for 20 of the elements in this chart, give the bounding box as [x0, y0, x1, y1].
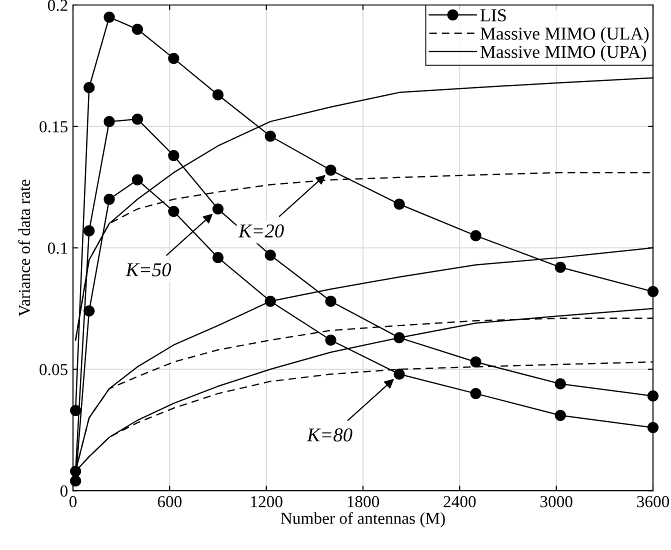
x-tick-label: 3600: [637, 496, 670, 508]
x-tick-label: 0: [69, 496, 77, 508]
annotation: K=20: [238, 224, 284, 238]
y-tick-label: 0.15: [40, 121, 68, 132]
y-tick-label: 0: [60, 485, 68, 497]
x-axis-title: Number of antennas (M): [280, 512, 445, 528]
annotation: K=50: [126, 263, 172, 276]
x-tick-label: 600: [158, 496, 182, 508]
x-tick-label: 3000: [540, 496, 572, 508]
y-axis-title: Variance of data rate: [18, 180, 30, 316]
legend-label: Massive MIMO (UPA): [480, 45, 646, 62]
x-tick-label: 2400: [444, 496, 476, 508]
y-tick-label: 0.05: [40, 364, 68, 376]
x-tick-label: 1200: [251, 496, 282, 508]
x-tick-label: 1800: [348, 496, 380, 508]
y-tick-label: 0.2: [48, 0, 68, 12]
legend-label: LIS: [480, 9, 506, 22]
y-tick-label: 0.1: [48, 242, 68, 254]
annotation: K=80: [306, 428, 352, 442]
legend-label: Massive MIMO (ULA): [480, 27, 649, 44]
